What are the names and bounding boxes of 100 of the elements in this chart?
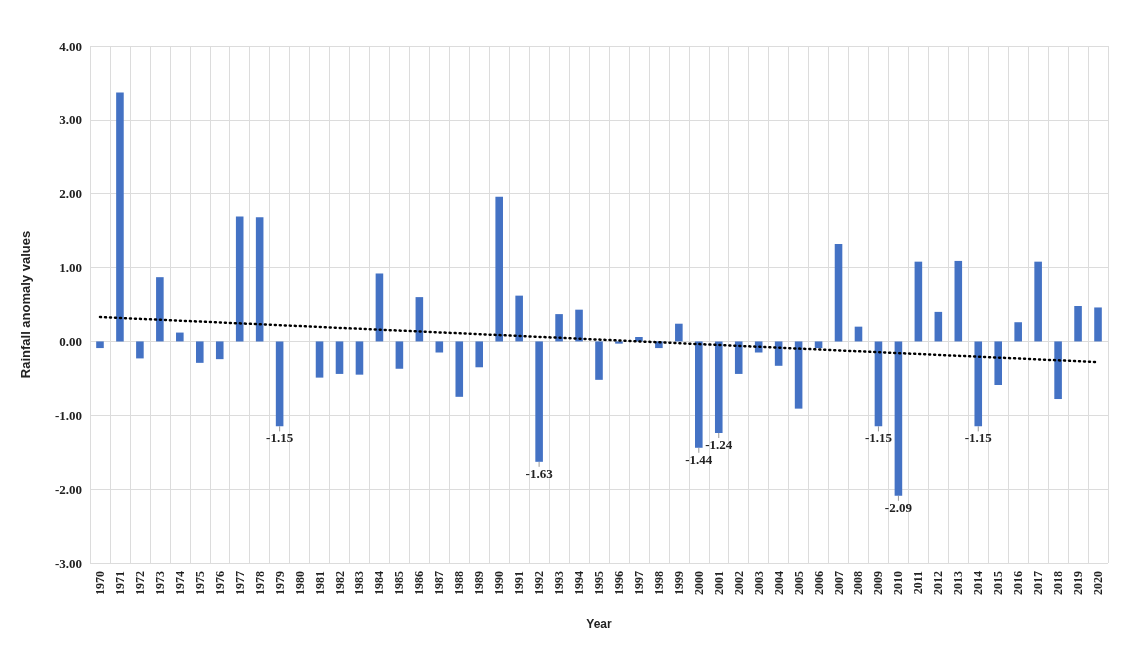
x-tick-label: 1977 xyxy=(232,571,247,595)
y-axis-title: Rainfall anomaly values xyxy=(18,230,33,379)
bar xyxy=(215,341,224,360)
x-tick-label: 1998 xyxy=(651,571,666,595)
x-tick-label: 1984 xyxy=(372,571,387,595)
bar xyxy=(435,341,444,353)
bar xyxy=(794,341,803,409)
x-tick-label: 1980 xyxy=(292,571,307,595)
x-tick-label: 1971 xyxy=(112,571,127,595)
bar xyxy=(535,341,543,462)
y-tick-label: 3.00 xyxy=(59,112,82,128)
x-tick-label: 1999 xyxy=(671,571,686,595)
x-tick-label: 1994 xyxy=(572,571,587,595)
x-tick-label: 1979 xyxy=(272,571,287,595)
bar xyxy=(954,260,963,342)
x-tick-label: 2020 xyxy=(1091,571,1106,595)
bar xyxy=(235,216,244,342)
bar xyxy=(176,332,184,342)
x-tick-label: 1992 xyxy=(532,571,547,595)
x-tick-label: 1981 xyxy=(312,571,327,595)
bar xyxy=(455,341,464,397)
bar xyxy=(974,341,983,427)
bar xyxy=(1094,307,1102,342)
bar xyxy=(675,323,683,342)
y-tick-label: 0.00 xyxy=(59,333,82,349)
x-tick-label: 2014 xyxy=(971,571,986,595)
data-label: -1.15 xyxy=(864,430,893,446)
x-tick-label: 1974 xyxy=(172,571,187,595)
x-axis-title: Year xyxy=(586,617,613,631)
x-tick-label: 1987 xyxy=(432,571,447,595)
bar xyxy=(255,217,264,342)
bar xyxy=(1034,261,1042,342)
x-tick-label: 2005 xyxy=(791,571,806,595)
bar xyxy=(475,341,484,368)
bar xyxy=(934,311,943,342)
x-tick-label: 1996 xyxy=(611,571,626,595)
bar xyxy=(994,341,1003,385)
bar xyxy=(1054,341,1062,400)
bar xyxy=(515,295,523,342)
bar xyxy=(355,341,364,375)
data-label: -1.15 xyxy=(266,430,294,446)
data-label: -1.24 xyxy=(705,437,733,453)
x-tick-label: 1982 xyxy=(332,571,347,595)
x-tick-label: 1993 xyxy=(552,571,567,595)
x-tick-label: 1983 xyxy=(352,571,367,595)
y-tick-label: -3.00 xyxy=(54,555,82,571)
bar xyxy=(156,277,164,342)
y-tick-label: 1.00 xyxy=(59,260,82,276)
bar xyxy=(595,341,603,380)
data-label: -1.63 xyxy=(525,465,554,481)
x-tick-label: 2001 xyxy=(711,571,726,595)
bar xyxy=(275,341,284,427)
bar xyxy=(894,341,903,496)
x-tick-label: 1978 xyxy=(252,571,267,595)
bar xyxy=(575,309,583,342)
x-tick-label: 2016 xyxy=(1011,571,1026,595)
data-label: -2.09 xyxy=(884,499,913,515)
bar xyxy=(1014,322,1022,342)
x-tick-label: 1990 xyxy=(492,571,507,595)
x-tick-label: 1970 xyxy=(92,571,107,595)
data-label: -1.44 xyxy=(685,451,713,467)
x-tick-label: 2015 xyxy=(991,571,1006,595)
bar xyxy=(1074,305,1082,342)
x-tick-label: 2008 xyxy=(851,571,866,595)
x-tick-label: 2007 xyxy=(831,571,846,595)
x-tick-label: 2000 xyxy=(691,571,706,595)
bar xyxy=(116,92,124,342)
bar xyxy=(375,273,384,342)
x-tick-label: 1986 xyxy=(412,571,427,595)
bar xyxy=(335,341,344,374)
y-tick-label: 2.00 xyxy=(59,186,82,202)
bar xyxy=(834,243,843,342)
x-tick-label: 1995 xyxy=(592,571,606,595)
x-tick-label: 1997 xyxy=(631,571,646,595)
x-tick-label: 2004 xyxy=(771,571,786,595)
x-tick-label: 2002 xyxy=(731,571,746,595)
bar xyxy=(695,341,703,448)
x-tick-label: 1989 xyxy=(472,571,487,595)
bar xyxy=(315,341,324,378)
bar xyxy=(814,341,823,349)
bar xyxy=(136,341,144,359)
x-tick-label: 1985 xyxy=(392,571,407,595)
bar xyxy=(195,341,204,363)
x-tick-label: 1988 xyxy=(452,571,467,595)
x-tick-label: 2003 xyxy=(751,571,766,595)
bar xyxy=(395,341,404,369)
x-tick-label: 2006 xyxy=(811,571,826,595)
bar xyxy=(734,341,743,374)
bar xyxy=(96,341,104,349)
data-label: -1.15 xyxy=(964,430,993,446)
x-tick-label: 2009 xyxy=(871,571,886,595)
x-tick-label: 2018 xyxy=(1051,571,1066,595)
x-tick-label: 1991 xyxy=(512,571,527,595)
x-tick-label: 2019 xyxy=(1071,571,1086,595)
y-tick-label: 4.00 xyxy=(59,38,82,54)
x-tick-label: 1973 xyxy=(152,571,167,595)
x-tick-label: 2010 xyxy=(891,571,906,595)
x-tick-label: 1972 xyxy=(132,571,147,595)
x-tick-label: 2017 xyxy=(1031,571,1046,595)
x-tick-label: 1976 xyxy=(212,571,227,595)
